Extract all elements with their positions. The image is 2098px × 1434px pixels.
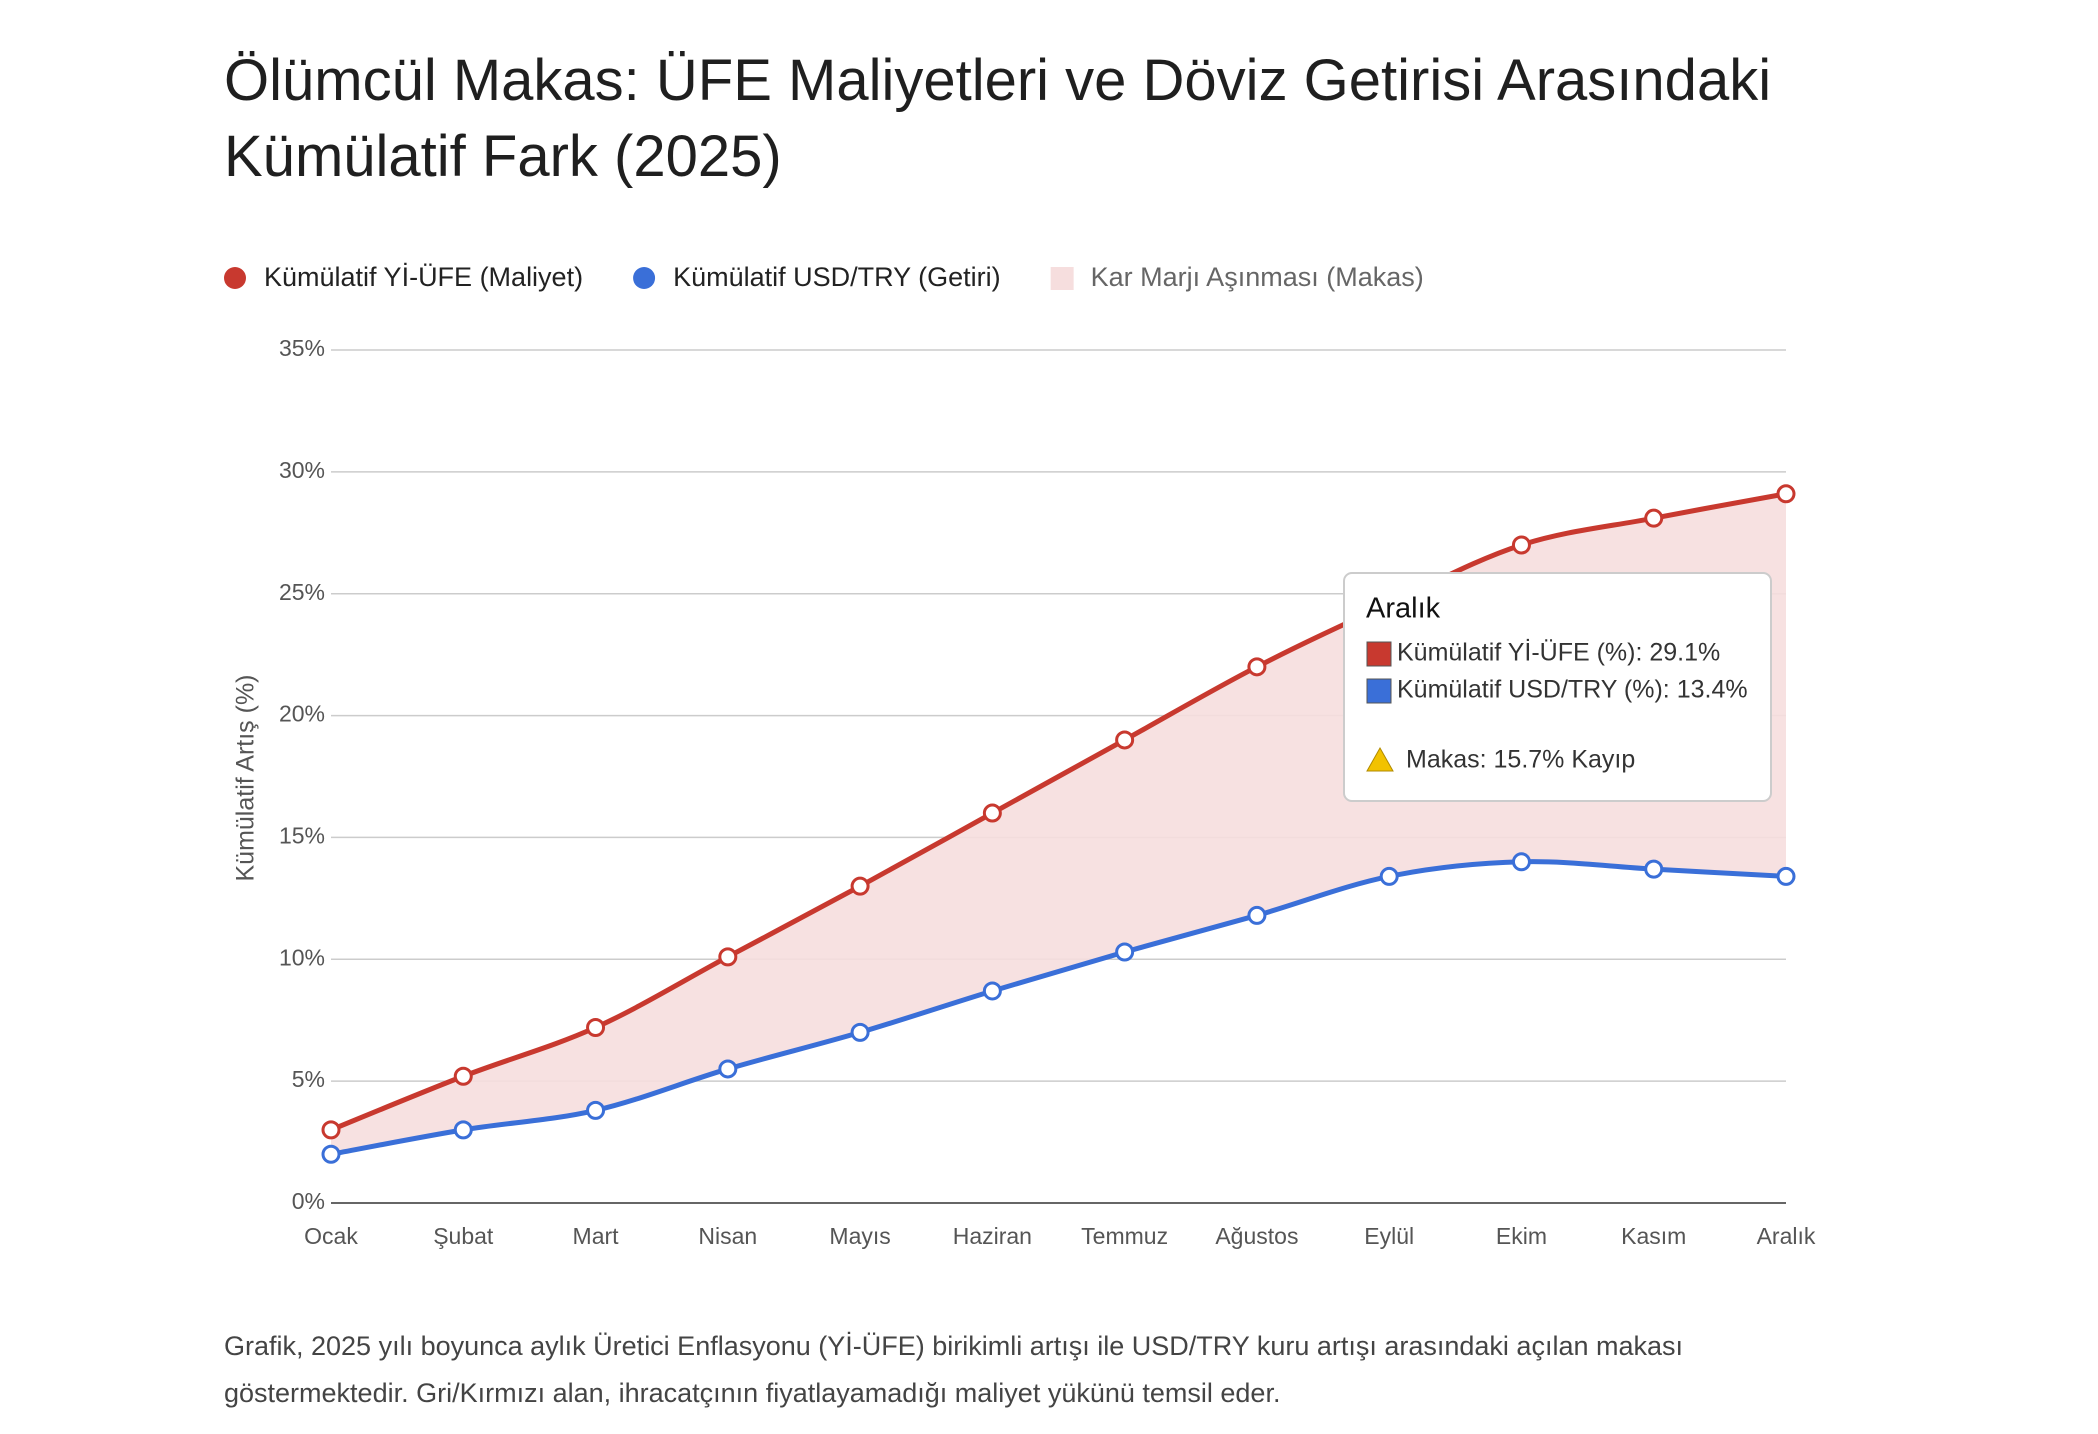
x-tick-label: Aralık bbox=[1757, 1223, 1816, 1249]
x-tick-label: Kasım bbox=[1621, 1223, 1686, 1249]
tooltip-line: Kümülatif USD/TRY (%): 13.4% bbox=[1397, 676, 1748, 704]
tooltip-swatch bbox=[1366, 678, 1392, 704]
point bbox=[1247, 657, 1267, 677]
x-tick-label: Nisan bbox=[698, 1223, 757, 1249]
point bbox=[1511, 535, 1531, 555]
tooltip-line: Kümülatif Yİ-ÜFE (%): 29.1% bbox=[1397, 638, 1720, 667]
line bbox=[330, 859, 1787, 1157]
point bbox=[982, 803, 1002, 823]
point bbox=[321, 1144, 341, 1164]
tooltip-note: Makas: 15.7% Kayıp bbox=[1406, 746, 1635, 774]
legend-marker bbox=[1050, 267, 1074, 290]
y-tick-label: 20% bbox=[279, 701, 325, 727]
x-tick-label: Mayıs bbox=[829, 1223, 890, 1249]
point bbox=[982, 981, 1002, 1001]
chart-title: Ölümcül Makas: ÜFE Maliyetleri ve Döviz … bbox=[224, 48, 1771, 113]
point bbox=[850, 876, 870, 896]
point bbox=[586, 1100, 606, 1120]
warning-icon bbox=[1366, 746, 1394, 772]
y-axis-label: Kümülatif Artış (%) bbox=[232, 675, 260, 882]
chart-title: Kümülatif Fark (2025) bbox=[224, 124, 782, 189]
point bbox=[453, 1120, 473, 1140]
x-tick-label: Ağustos bbox=[1215, 1223, 1298, 1249]
legend-label: Kar Marjı Aşınması (Makas) bbox=[1091, 262, 1424, 292]
point bbox=[1644, 508, 1664, 528]
y-tick-label: 30% bbox=[279, 457, 325, 483]
x-tick-label: Şubat bbox=[433, 1223, 494, 1249]
point bbox=[1379, 866, 1399, 886]
y-tick-label: 35% bbox=[279, 335, 325, 361]
legend-marker bbox=[633, 267, 656, 289]
legend-label: Kümülatif USD/TRY (Getiri) bbox=[673, 262, 1001, 292]
point bbox=[1115, 730, 1135, 750]
x-tick-label: Haziran bbox=[953, 1223, 1032, 1249]
tooltip-box bbox=[1343, 572, 1772, 802]
point bbox=[850, 1022, 870, 1042]
x-tick-label: Ocak bbox=[304, 1223, 358, 1249]
caption: Grafik, 2025 yılı boyunca aylık Üretici … bbox=[224, 1330, 1683, 1361]
y-tick-label: 0% bbox=[292, 1188, 325, 1214]
point bbox=[453, 1066, 473, 1086]
tooltip-swatch bbox=[1366, 641, 1392, 667]
point bbox=[586, 1018, 606, 1038]
point bbox=[718, 947, 738, 967]
x-tick-label: Temmuz bbox=[1081, 1223, 1168, 1249]
legend-marker bbox=[224, 267, 246, 289]
y-tick-label: 25% bbox=[279, 579, 325, 605]
point bbox=[1115, 942, 1135, 962]
point bbox=[1511, 852, 1531, 872]
point bbox=[1776, 866, 1796, 886]
legend-label: Kümülatif Yİ-ÜFE (Maliyet) bbox=[264, 261, 583, 292]
x-tick-label: Mart bbox=[573, 1223, 620, 1249]
x-tick-label: Eylül bbox=[1364, 1223, 1414, 1249]
y-tick-label: 10% bbox=[279, 944, 325, 970]
tooltip: Aralık Kümülatif Yİ-ÜFE (%): 29.1% Kümülat… bbox=[1343, 572, 1772, 802]
y-tick-label: 15% bbox=[279, 823, 325, 849]
y-tick-label: 5% bbox=[292, 1066, 325, 1092]
point bbox=[1247, 905, 1267, 925]
point bbox=[321, 1120, 341, 1140]
caption: göstermektedir. Gri/Kırmızı alan, ihraca… bbox=[224, 1378, 1280, 1408]
point bbox=[718, 1059, 738, 1079]
point bbox=[1776, 484, 1796, 504]
tooltip-title: Aralık bbox=[1366, 593, 1441, 625]
point bbox=[1644, 859, 1664, 879]
x-tick-label: Ekim bbox=[1496, 1223, 1547, 1249]
